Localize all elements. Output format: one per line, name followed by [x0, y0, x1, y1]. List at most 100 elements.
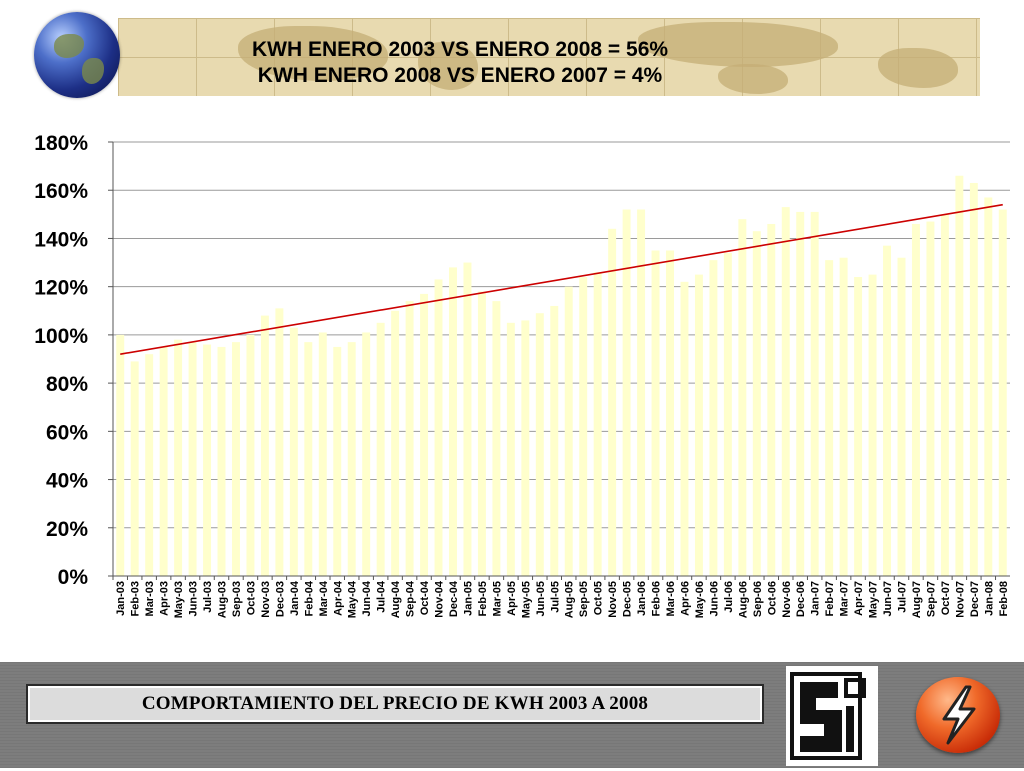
x-tick-label: Dec-05 [622, 581, 634, 617]
bar-Apr-05 [506, 322, 515, 576]
x-tick-label: Nov-06 [781, 581, 793, 618]
y-tick-label: 180% [34, 132, 88, 155]
footer-bar: COMPORTAMIENTO DEL PRECIO DE KWH 2003 A … [0, 662, 1024, 768]
bar-Feb-03 [130, 361, 139, 576]
bar-Jun-06 [709, 260, 718, 576]
bar-Apr-04 [333, 346, 342, 576]
bar-Mar-04 [318, 332, 327, 576]
bar-Jan-03 [116, 334, 125, 576]
bar-Oct-04 [420, 293, 429, 576]
x-tick-label: Jan-03 [115, 581, 127, 616]
bar-Mar-06 [666, 250, 674, 576]
globe-icon [34, 12, 120, 98]
x-tick-label: Oct-04 [419, 580, 431, 615]
x-tick-label: Sep-03 [231, 581, 243, 617]
y-tick-label: 60% [46, 421, 88, 444]
x-tick-label: Jul-07 [896, 581, 908, 613]
bar-Dec-03 [275, 308, 284, 576]
bar-May-07 [868, 274, 877, 576]
x-tick-label: Mar-05 [491, 581, 503, 616]
x-tick-label: Dec-03 [274, 581, 286, 617]
title-line-1: KWH ENERO 2003 VS ENERO 2008 = 56% [251, 38, 669, 61]
x-tick-label: Jul-03 [202, 581, 214, 613]
x-tick-label: May-07 [868, 581, 880, 618]
bar-Mar-03 [145, 354, 154, 576]
bar-Sep-03 [231, 342, 240, 576]
bar-Jul-06 [723, 252, 732, 576]
kwh-price-chart: 0% 20% 40% 60% 80% 100% 120% 140% 160% 180% Jan-0… [34, 132, 1010, 618]
x-tick-label: May-04 [347, 580, 359, 618]
bar-Apr-07 [854, 277, 863, 576]
x-tick-label: Oct-06 [766, 581, 778, 615]
bar-May-04 [347, 342, 356, 576]
y-tick-label: 40% [46, 470, 88, 493]
footer-caption: COMPORTAMIENTO DEL PRECIO DE KWH 2003 A … [141, 693, 649, 714]
bar-Sep-07 [926, 221, 935, 577]
y-tick-label: 20% [46, 518, 88, 541]
bar-Feb-07 [825, 260, 834, 576]
bar-Dec-07 [969, 182, 978, 576]
title-line-2: KWH ENERO 2008 VS ENERO 2007 = 4% [257, 64, 663, 87]
bar-Nov-05 [608, 228, 617, 577]
x-tick-label: Oct-05 [593, 581, 605, 615]
x-tick-label: Apr-04 [332, 580, 344, 616]
x-tick-label: Jun-05 [535, 581, 547, 616]
bar-Jun-04 [362, 332, 371, 576]
x-tick-label: Oct-03 [245, 581, 257, 615]
bar-May-05 [521, 320, 530, 576]
bar-Oct-07 [940, 214, 949, 576]
y-tick-label: 120% [34, 277, 88, 300]
y-tick-label: 140% [34, 228, 88, 251]
x-tick-label: May-03 [173, 581, 185, 618]
x-tick-label: Mar-03 [144, 581, 156, 616]
bar-Sep-06 [752, 231, 761, 576]
bar-Oct-03 [246, 334, 255, 576]
bar-Jan-08 [984, 197, 993, 576]
bar-Jul-04 [376, 322, 385, 576]
bar-Mar-05 [492, 301, 501, 576]
x-tick-label: Feb-04 [303, 580, 315, 616]
bar-Feb-04 [304, 342, 313, 576]
x-tick-label: Jan-04 [289, 580, 301, 616]
bar-Aug-07 [911, 223, 920, 576]
bar-Mar-07 [839, 257, 848, 576]
x-tick-label: Feb-03 [130, 581, 142, 616]
x-tick-label: Apr-06 [679, 581, 691, 616]
bar-Sep-04 [405, 301, 414, 576]
y-tick-label: 0% [58, 566, 89, 589]
bar-Feb-06 [651, 250, 660, 576]
bar-Apr-03 [159, 346, 168, 576]
bar-Aug-04 [391, 310, 400, 576]
x-tick-label: May-06 [694, 581, 706, 618]
y-tick-label: 80% [46, 373, 88, 396]
caption-box: COMPORTAMIENTO DEL PRECIO DE KWH 2003 A … [26, 684, 764, 724]
x-tick-label: Jun-07 [882, 581, 894, 616]
bar-Nov-06 [781, 207, 790, 576]
x-tick-label: Aug-07 [911, 581, 923, 618]
x-tick-label: Jun-03 [188, 581, 200, 616]
x-tick-label: Aug-04 [390, 580, 402, 618]
x-tick-label: Aug-05 [564, 581, 576, 618]
bar-Jan-06 [637, 209, 646, 576]
bar-Nov-04 [434, 279, 443, 576]
x-tick-label: Jan-08 [983, 581, 995, 616]
bar-Jun-03 [188, 342, 197, 576]
x-tick-label: Apr-07 [853, 581, 865, 616]
trendline [120, 203, 1003, 355]
x-tick-label: Sep-06 [752, 581, 764, 617]
bar-Feb-05 [477, 291, 486, 576]
bar-Aug-03 [217, 346, 226, 576]
bar-Aug-06 [738, 219, 747, 576]
x-tick-label: Jun-06 [708, 581, 720, 616]
x-tick-label: May-05 [520, 581, 532, 618]
bar-Jul-07 [897, 257, 906, 576]
x-tick-label: Jan-07 [810, 581, 822, 616]
x-tick-label: Aug-06 [737, 581, 749, 618]
bar-Dec-06 [796, 211, 805, 576]
x-tick-label: Nov-07 [954, 581, 966, 618]
header-banner: KWH ENERO 2003 VS ENERO 2008 = 56% KWH E… [0, 0, 1024, 104]
lightning-bolt-icon [916, 677, 1000, 753]
x-tick-label: Jan-06 [636, 581, 648, 616]
x-tick-label: Dec-07 [969, 581, 981, 617]
x-tick-label: Dec-04 [448, 580, 460, 617]
